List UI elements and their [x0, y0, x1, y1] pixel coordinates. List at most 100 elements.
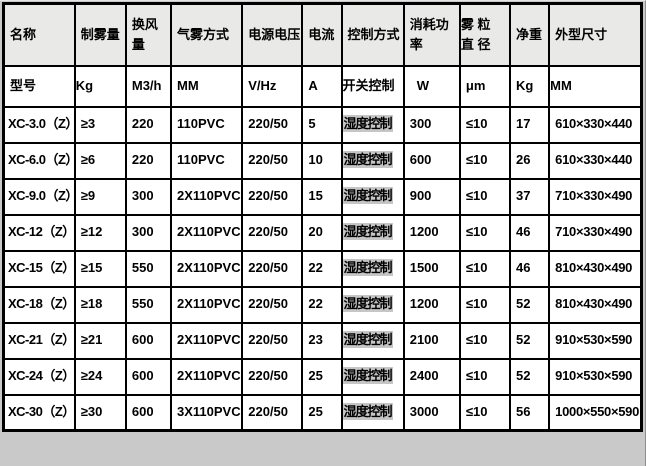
table-cell: 2400 [402, 357, 461, 396]
col-header-power-consumption: 消耗功 率 [402, 2, 461, 67]
table-cell: 10 [301, 141, 343, 180]
table-cell: 湿度控制 [340, 105, 405, 144]
spec-table: 名称 制雾量 换风量 气雾方式 电源电压 电流 控制方式 消耗功 率 雾 粒 直… [2, 2, 643, 432]
table-row: XC-6.0（Z） ≥6 220 110PVC 220/50 10 湿度控制 600 ≤10 26… [2, 141, 643, 180]
table-cell: XC-18（Z） [2, 285, 76, 324]
table-cell: 220/50 [241, 105, 304, 144]
table-cell: 20 [301, 213, 343, 252]
col-header-control-method: 控制方式 [340, 2, 405, 67]
table-cell: 910×530×590 [548, 357, 643, 396]
table-cell: 2X110PVC [170, 321, 244, 360]
table-cell: 220/50 [241, 213, 304, 252]
table-cell: ≤10 [458, 105, 512, 144]
unit-power-consumption: W [402, 64, 461, 108]
table-cell: 610×330×440 [548, 141, 643, 180]
table-cell: 600 [124, 393, 173, 432]
table-cell: XC-30（Z） [2, 393, 76, 432]
control-method-highlight: 湿度控制 [343, 115, 393, 133]
table-cell: 2X110PVC [170, 177, 244, 216]
table-cell: 710×330×490 [548, 213, 643, 252]
col-header-fog-particle-diameter: 雾 粒 直 径 [458, 2, 512, 67]
col-header-name: 名称 [2, 2, 76, 67]
table-cell: 220/50 [241, 285, 304, 324]
table-cell: 3000 [402, 393, 461, 432]
table-row: XC-30（Z） ≥30 600 3X110PVC 220/50 25 湿度控制 3000 ≤1… [2, 393, 643, 432]
table-cell: 23 [301, 321, 343, 360]
table-cell: 600 [402, 141, 461, 180]
table-cell: 600 [124, 357, 173, 396]
col-header-aerosol-method: 气雾方式 [170, 2, 244, 67]
control-method-highlight: 湿度控制 [343, 403, 393, 421]
table-cell: 湿度控制 [340, 321, 405, 360]
table-units-row: 型号 Kg M3/h MM V/Hz A 开关控制 W μm Kg MM [2, 64, 643, 108]
control-method-highlight: 湿度控制 [343, 331, 393, 349]
table-cell: ≤10 [458, 213, 512, 252]
unit-model: 型号 [2, 64, 76, 108]
table-cell: 5 [301, 105, 343, 144]
table-cell: ≤10 [458, 393, 512, 432]
unit-current: A [301, 64, 343, 108]
table-cell: ≥30 [73, 393, 127, 432]
table-cell: 300 [124, 177, 173, 216]
table-cell: 22 [301, 285, 343, 324]
col-header-fog-output: 制雾量 [73, 2, 127, 67]
table-cell: ≤10 [458, 249, 512, 288]
table-cell: 湿度控制 [340, 357, 405, 396]
table-body: XC-3.0（Z） ≥3 220 110PVC 220/50 5 湿度控制 300 ≤10 17 6… [2, 105, 643, 432]
control-method-highlight: 湿度控制 [343, 223, 393, 241]
table-cell: ≤10 [458, 285, 512, 324]
table-cell: 46 [509, 249, 551, 288]
table-row: XC-18（Z） ≥18 550 2X110PVC 220/50 22 湿度控制 1200 ≤1… [2, 285, 643, 324]
table-cell: 52 [509, 357, 551, 396]
col-header-power-voltage: 电源电压 [241, 2, 304, 67]
col-header-net-weight: 净重 [509, 2, 551, 67]
table-cell: XC-12（Z） [2, 213, 76, 252]
table-cell: 37 [509, 177, 551, 216]
unit-fog-output: Kg [73, 64, 127, 108]
unit-air-exchange: M3/h [124, 64, 173, 108]
table-cell: ≥3 [73, 105, 127, 144]
table-cell: 220/50 [241, 357, 304, 396]
table-cell: ≥18 [73, 285, 127, 324]
col-header-air-exchange: 换风量 [124, 2, 173, 67]
table-cell: ≤10 [458, 177, 512, 216]
table-cell: XC-24（Z） [2, 357, 76, 396]
table-cell: ≥15 [73, 249, 127, 288]
table-cell: ≥12 [73, 213, 127, 252]
table-cell: ≤10 [458, 321, 512, 360]
table-cell: ≤10 [458, 141, 512, 180]
table-cell: XC-15（Z） [2, 249, 76, 288]
table-cell: 2X110PVC [170, 357, 244, 396]
table-cell: 25 [301, 393, 343, 432]
table-cell: 2X110PVC [170, 285, 244, 324]
table-cell: 550 [124, 285, 173, 324]
table-cell: XC-9.0（Z） [2, 177, 76, 216]
table-cell: 810×430×490 [548, 285, 643, 324]
table-cell: 610×330×440 [548, 105, 643, 144]
table-cell: 52 [509, 321, 551, 360]
table-cell: 52 [509, 285, 551, 324]
table-cell: 220/50 [241, 177, 304, 216]
unit-control-method: 开关控制 [340, 64, 405, 108]
unit-dimensions: MM [548, 64, 643, 108]
table-cell: 17 [509, 105, 551, 144]
table-cell: XC-3.0（Z） [2, 105, 76, 144]
table-cell: 25 [301, 357, 343, 396]
table-cell: 220/50 [241, 249, 304, 288]
table-cell: ≤10 [458, 357, 512, 396]
table-cell: 2X110PVC [170, 249, 244, 288]
table-cell: 810×430×490 [548, 249, 643, 288]
table-cell: 220/50 [241, 393, 304, 432]
table-cell: 湿度控制 [340, 285, 405, 324]
table-cell: 1500 [402, 249, 461, 288]
table-cell: 910×530×590 [548, 321, 643, 360]
table-cell: 1200 [402, 213, 461, 252]
table-cell: ≥24 [73, 357, 127, 396]
control-method-highlight: 湿度控制 [343, 295, 393, 313]
control-method-highlight: 湿度控制 [343, 367, 393, 385]
table-cell: 2X110PVC [170, 213, 244, 252]
table-cell: 22 [301, 249, 343, 288]
table-cell: ≥21 [73, 321, 127, 360]
table-cell: 1200 [402, 285, 461, 324]
